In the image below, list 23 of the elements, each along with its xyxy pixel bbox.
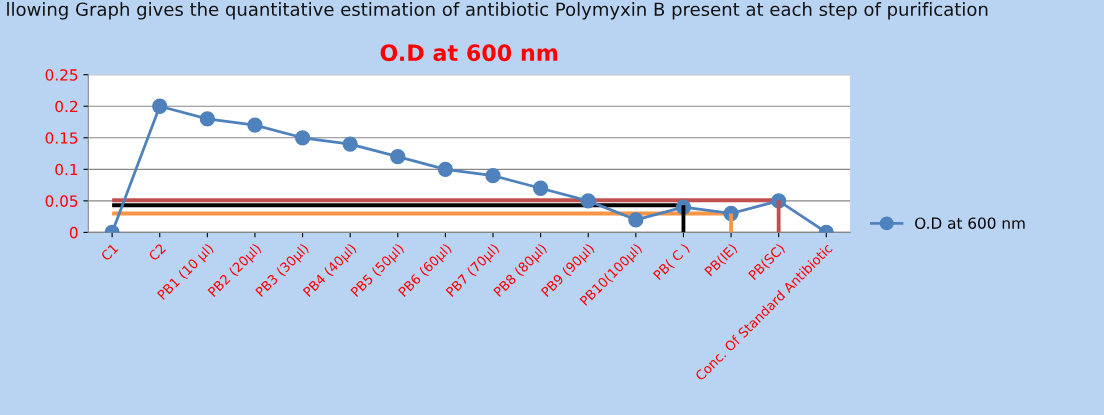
point — [199, 111, 215, 127]
y-tick-label: 0.05 — [45, 195, 78, 207]
point — [485, 167, 501, 184]
y-tick-label: 0 — [69, 226, 78, 239]
x-tick-label: C2 — [147, 243, 167, 262]
text: llowing Graph gives the quantitative estimation of antibiotic Polymyxin B present at each step of purification — [7, 2, 988, 20]
point — [437, 161, 454, 177]
point — [390, 149, 406, 165]
x-tick-label: C1 — [100, 243, 119, 262]
y-tick-label: 0.15 — [45, 132, 78, 144]
point — [628, 212, 644, 228]
point — [247, 117, 263, 133]
legend-label: O.D at 600 nm — [915, 217, 1025, 229]
point — [152, 98, 168, 114]
y-tick-label: 0.25 — [45, 69, 78, 81]
point — [532, 180, 549, 196]
y-tick-label: 0.2 — [55, 100, 78, 113]
point — [580, 193, 596, 209]
point — [342, 136, 358, 152]
x-tick-label: PB( C ) — [652, 242, 691, 282]
y-tick-label: 0.1 — [55, 163, 78, 176]
chart-title: O.D at 600 nm — [380, 44, 558, 62]
point — [294, 130, 311, 146]
